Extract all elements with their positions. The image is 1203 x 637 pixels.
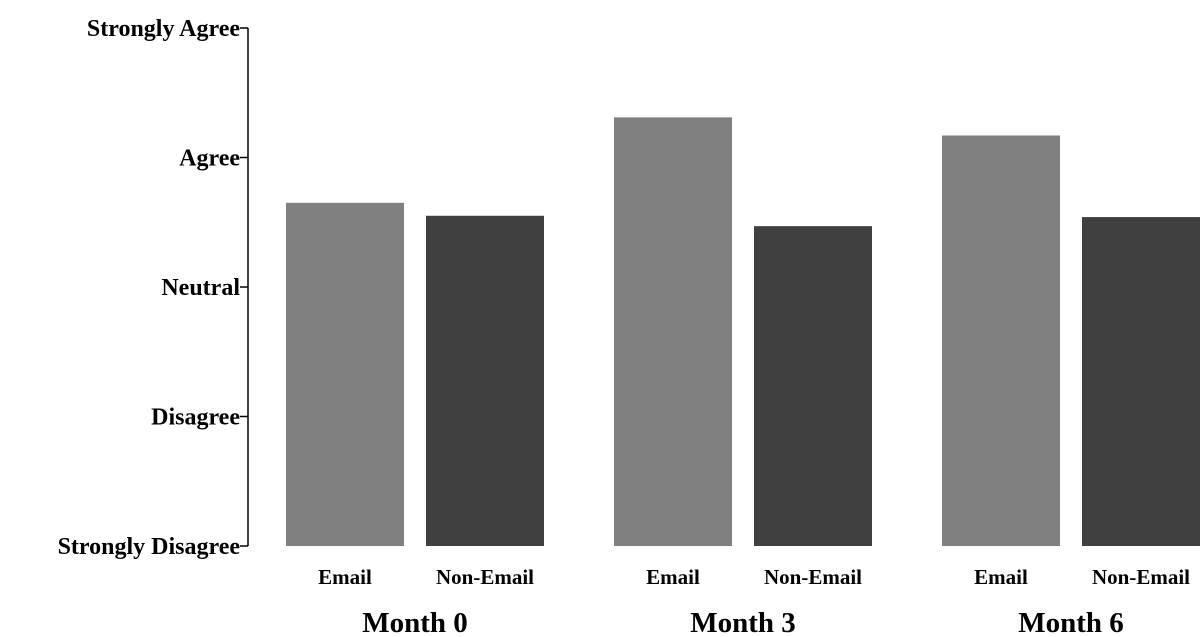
- x-category-label: Non-Email: [1092, 565, 1190, 589]
- bar-non-email-month-6: [1082, 217, 1200, 546]
- y-tick-label: Agree: [179, 146, 240, 172]
- x-category-label: Email: [646, 565, 700, 589]
- y-axis-ticks: Strongly Disagree Disagree Neutral Agree Str…: [58, 16, 248, 560]
- x-category-label: Non-Email: [764, 565, 862, 589]
- group-label: Month 0: [362, 607, 468, 637]
- x-category-label: Email: [318, 565, 372, 589]
- y-tick-label: Disagree: [151, 405, 240, 431]
- y-tick-label: Strongly Disagree: [58, 534, 241, 560]
- bars: [286, 117, 1200, 547]
- group-label: Month 6: [1018, 607, 1124, 637]
- group-label: Month 3: [690, 607, 796, 637]
- bar-email-month-3: [614, 117, 732, 546]
- bar-non-email-month-3: [754, 226, 872, 546]
- y-tick-label: Strongly Agree: [87, 16, 240, 42]
- y-tick-label: Neutral: [161, 275, 240, 301]
- bar-email-month-6: [942, 135, 1060, 547]
- bar-email-month-0: [286, 202, 404, 546]
- x-category-label: Email: [974, 565, 1028, 589]
- bar-non-email-month-0: [426, 215, 544, 546]
- x-axis-labels: Email Non-Email Month 0 Email Non-Email Month…: [318, 565, 1190, 637]
- x-category-label: Non-Email: [436, 565, 534, 589]
